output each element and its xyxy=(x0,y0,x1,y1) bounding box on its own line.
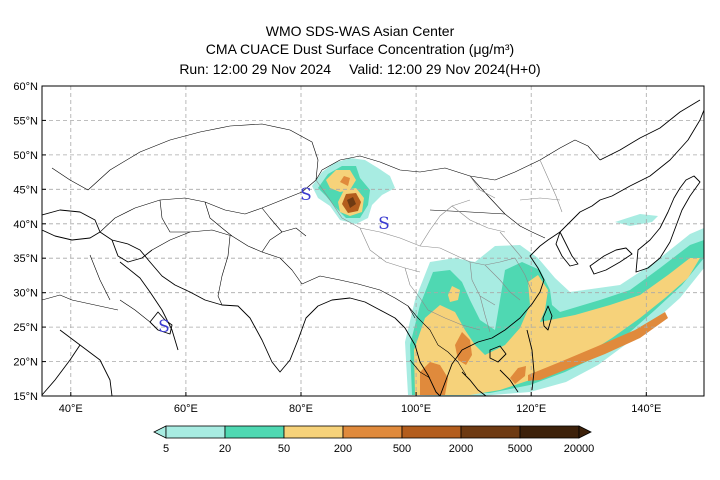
country-borders xyxy=(42,123,601,379)
dust-area-200-500-b xyxy=(455,332,472,365)
dust-area-50-200 xyxy=(414,258,700,395)
colorbar-extend-high xyxy=(578,425,592,439)
dust-marker-s: S xyxy=(378,214,390,234)
title-line-3: Run: 12:00 29 Nov 2024 Valid: 12:00 29 No… xyxy=(0,60,720,78)
map-frame xyxy=(41,85,705,397)
valid-time-label: Valid: 12:00 29 Nov 2024(H+0) xyxy=(349,61,541,77)
colorbar-label: 5000 xyxy=(508,443,532,455)
dust-station-markers: S S S xyxy=(158,185,390,337)
dust-patch-50-200 xyxy=(448,286,460,302)
lon-label: 60°E xyxy=(174,403,198,415)
lat-label: 50°N xyxy=(13,150,38,162)
colorbar-swatch xyxy=(342,425,403,439)
colorbar-label: 2000 xyxy=(449,443,473,455)
colorbar-swatch xyxy=(283,425,344,439)
lat-label: 45°N xyxy=(13,184,38,196)
colorbar-extend-low xyxy=(153,425,167,439)
dust-marker-s: S xyxy=(158,317,170,337)
colorbar-label: 20 xyxy=(219,443,231,455)
colorbar: 5 20 50 200 500 2000 5000 20000 xyxy=(153,425,595,455)
lon-label: 120°E xyxy=(516,403,546,415)
dust-concentration-layer xyxy=(312,158,704,396)
lat-label: 20°N xyxy=(13,357,38,369)
colorbar-label: 200 xyxy=(334,443,352,455)
colorbar-swatch xyxy=(401,425,462,439)
colorbar-label: 5 xyxy=(163,443,169,455)
lat-label: 55°N xyxy=(13,115,38,127)
lat-label: 25°N xyxy=(13,322,38,334)
colorbar-swatch xyxy=(224,425,285,439)
lat-label: 40°N xyxy=(13,219,38,231)
gridlines xyxy=(42,86,704,396)
lon-label: 80°E xyxy=(289,403,313,415)
colorbar-label: 20000 xyxy=(564,443,595,455)
axis-ticks xyxy=(42,119,647,396)
lat-label: 35°N xyxy=(13,253,38,265)
lon-label: 40°E xyxy=(59,403,83,415)
dust-area-200-500-a xyxy=(420,362,448,395)
lat-label: 60°N xyxy=(13,81,38,93)
lon-label: 100°E xyxy=(401,403,431,415)
title-line-2: CMA CUACE Dust Surface Concentration (μg… xyxy=(205,41,515,57)
lon-label: 140°E xyxy=(631,403,661,415)
dust-band-200-500 xyxy=(528,312,668,381)
colorbar-swatch xyxy=(165,425,226,439)
latitude-labels: 60°N 55°N 50°N 45°N 40°N 35°N 30°N 25°N … xyxy=(13,81,38,403)
lat-label: 15°N xyxy=(13,391,38,403)
dust-area-japan xyxy=(615,214,658,226)
title-line-1: WMO SDS-WAS Asian Center xyxy=(265,23,455,39)
dust-area-200-500-c xyxy=(510,366,526,384)
province-borders xyxy=(315,159,563,333)
colorbar-swatch xyxy=(519,425,580,439)
run-time-label: Run: 12:00 29 Nov 2024 xyxy=(179,61,332,77)
dust-area-nw-2000-5000 xyxy=(347,197,356,208)
colorbar-label: 500 xyxy=(393,443,411,455)
dust-area-nw-200-500-a xyxy=(340,176,350,186)
colorbar-label: 50 xyxy=(278,443,290,455)
dust-marker-s: S xyxy=(300,185,312,205)
colorbar-swatch xyxy=(460,425,521,439)
lat-label: 30°N xyxy=(13,288,38,300)
coastlines xyxy=(42,99,704,396)
map-content: S S S xyxy=(42,86,704,396)
longitude-labels: 40°E 60°E 80°E 100°E 120°E 140°E xyxy=(59,403,662,415)
